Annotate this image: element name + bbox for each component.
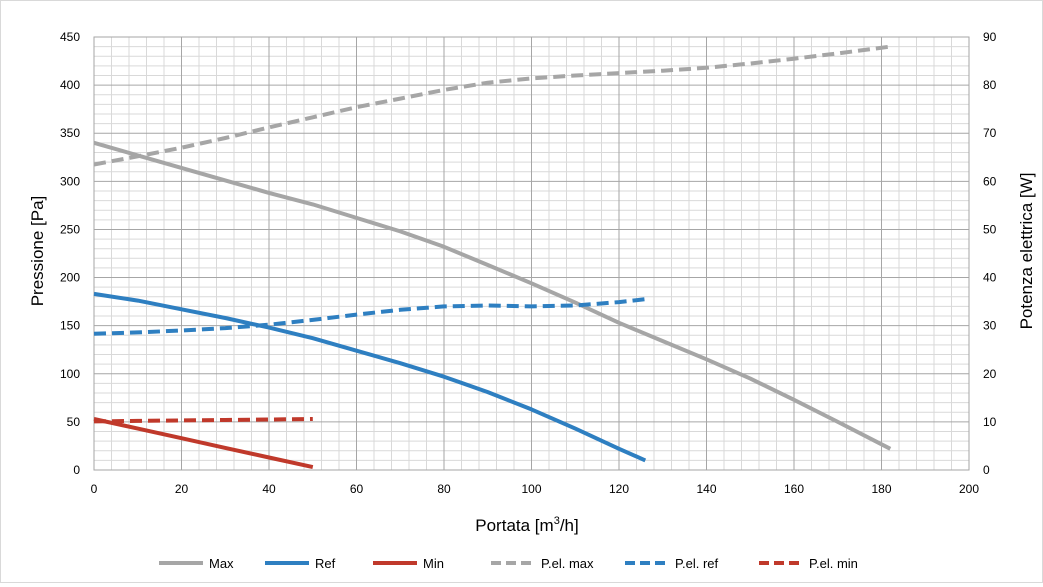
legend: Max Ref Min P.el. max P.el. ref P.el. min [159,556,858,571]
legend-label-p-el-min: P.el. min [809,556,858,571]
legend-label-ref: Ref [315,556,336,571]
y-right-tick-label: 0 [983,463,990,477]
x-tick-label: 20 [175,482,189,496]
x-axis-title-end: /h] [560,516,579,535]
x-tick-label: 160 [784,482,804,496]
y-left-tick-label: 200 [60,271,80,285]
series-line-min [93,417,314,470]
x-tick-label: 40 [262,482,276,496]
y-left-tick-label: 150 [60,319,80,333]
y-right-tick-label: 70 [983,126,997,140]
y-left-tick-label: 400 [60,78,80,92]
grid-major [93,36,970,471]
x-tick-label: 60 [350,482,364,496]
x-tick-label: 200 [959,482,979,496]
x-tick-label: 140 [696,482,716,496]
x-tick-labels: 0 20 40 60 80 100 120 140 160 180 200 [91,482,980,496]
plot-border [93,36,970,471]
x-axis-title: Portata [m3/h] [475,515,578,535]
series-line-ref [93,291,647,463]
plot-area [93,36,970,471]
x-tick-label: 120 [609,482,629,496]
x-axis-title-superscript: 3 [554,515,560,527]
y-right-tick-label: 10 [983,415,997,429]
series-line-p-el-min [93,417,313,424]
y-left-tick-label: 300 [60,174,80,188]
y-left-tick-label: 0 [73,463,80,477]
x-axis-title-main: Portata [m [475,516,553,535]
y-right-tick-label: 20 [983,367,997,381]
series-line-p-el-max [93,44,891,167]
series-line-max [93,140,892,451]
y-right-axis-title: Potenza elettrica [W] [1017,173,1036,330]
legend-label-p-el-max: P.el. max [541,556,594,571]
y-right-tick-label: 50 [983,222,997,236]
y-right-tick-label: 60 [983,174,997,188]
legend-label-min: Min [423,556,444,571]
y-left-tick-label: 100 [60,367,80,381]
y-left-tick-label: 250 [60,222,80,236]
legend-label-p-el-ref: P.el. ref [675,556,719,571]
x-tick-label: 0 [91,482,98,496]
series-line-p-el-ref [93,297,646,336]
y-right-tick-label: 80 [983,78,997,92]
x-tick-label: 80 [437,482,451,496]
legend-label-max: Max [209,556,234,571]
y-left-axis-title: Pressione [Pa] [28,196,47,307]
x-tick-label: 180 [871,482,891,496]
x-tick-label: 100 [521,482,541,496]
series-layer [93,44,892,470]
y-right-tick-label: 90 [983,30,997,44]
y-left-tick-label: 350 [60,126,80,140]
y-right-tick-labels: 0 10 20 30 40 50 60 70 80 90 [983,30,997,477]
y-left-tick-labels: 0 50 100 150 200 250 300 350 400 450 [60,30,80,477]
y-right-tick-label: 30 [983,319,997,333]
y-left-tick-label: 450 [60,30,80,44]
y-right-tick-label: 40 [983,271,997,285]
y-left-tick-label: 50 [67,415,81,429]
